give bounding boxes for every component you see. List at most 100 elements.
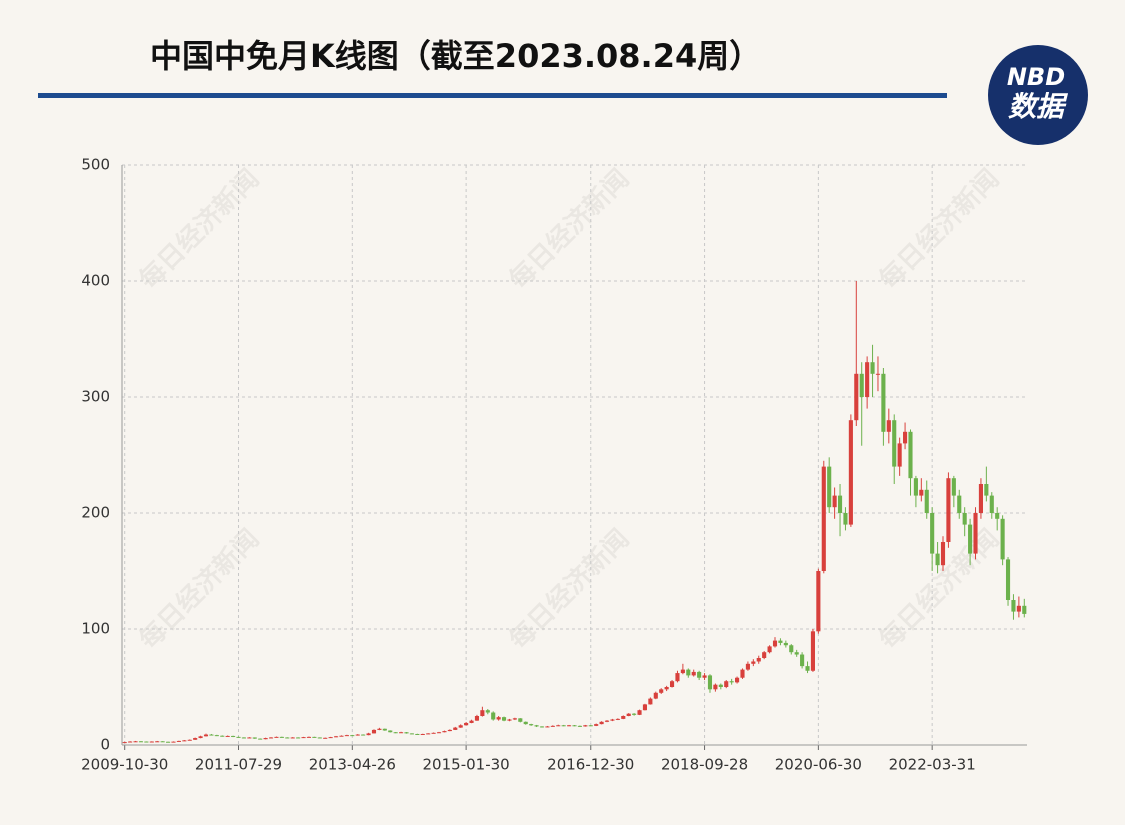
candle-body	[599, 721, 604, 725]
x-tick-label: 2015-01-30	[423, 756, 510, 774]
y-tick-label: 300	[81, 388, 110, 406]
candle-body	[160, 741, 165, 743]
candle-body	[328, 737, 333, 739]
candle-body	[870, 362, 875, 374]
candle-body	[268, 737, 274, 739]
candle-body	[312, 736, 317, 738]
candle-body	[447, 729, 452, 732]
candle-body	[496, 717, 501, 720]
candle-body	[344, 735, 349, 737]
y-tick-label: 500	[81, 156, 110, 174]
logo-top: NBD	[1007, 63, 1065, 91]
candle-body	[263, 738, 268, 740]
candle-body	[388, 730, 393, 733]
candle-body	[393, 732, 398, 734]
candle-body	[691, 671, 696, 676]
candle-body	[182, 740, 187, 742]
candle-body	[707, 675, 713, 690]
candle-body	[621, 716, 626, 719]
candle-body	[637, 710, 642, 715]
candle-body	[962, 513, 967, 525]
candle-body	[751, 661, 756, 664]
candle-body	[989, 495, 994, 513]
candle-body	[1016, 605, 1021, 612]
candle-body	[886, 420, 891, 432]
candle-body	[892, 420, 897, 467]
candle-body	[659, 689, 664, 693]
candle-body	[995, 513, 1000, 519]
candle-body	[875, 373, 881, 375]
candle-body	[138, 741, 144, 743]
candle-body	[783, 642, 788, 646]
candle-body	[756, 658, 761, 662]
candle-body	[903, 431, 908, 444]
candle-body	[664, 687, 669, 690]
candle-body	[594, 724, 599, 726]
candle-body	[913, 478, 918, 496]
candle-body	[285, 737, 290, 739]
candle-body	[518, 718, 523, 722]
candle-body	[794, 652, 799, 655]
candle-body	[480, 710, 485, 716]
candle-body	[171, 741, 176, 743]
candle-body	[767, 646, 772, 653]
candle-body	[827, 466, 832, 508]
x-tick-label: 2009-10-30	[81, 756, 168, 774]
candle-body	[740, 669, 745, 678]
title-rule	[38, 93, 947, 98]
candle-body	[908, 431, 913, 479]
candle-body	[155, 741, 160, 743]
candle-body	[464, 722, 469, 726]
candle-body	[1011, 600, 1016, 612]
candle-body	[399, 732, 404, 734]
candle-body	[436, 732, 442, 734]
x-tick-label: 2013-04-26	[309, 756, 396, 774]
x-tick-label: 2011-07-29	[195, 756, 282, 774]
y-tick-label: 100	[81, 620, 110, 638]
candle-body	[632, 713, 637, 715]
candle-body	[561, 725, 566, 727]
candle-body	[610, 719, 615, 721]
candle-body	[984, 484, 989, 496]
logo-bottom: 数据	[1008, 90, 1069, 123]
candle-body	[1005, 559, 1011, 600]
candle-body	[431, 732, 436, 734]
candle-body	[241, 737, 246, 739]
candle-body	[837, 495, 843, 513]
candle-body	[935, 553, 940, 566]
candle-body	[274, 736, 279, 738]
candle-body	[382, 728, 387, 731]
candle-body	[258, 738, 263, 740]
candle-body	[604, 720, 610, 722]
candle-body	[236, 736, 241, 738]
candle-body	[800, 654, 805, 667]
candle-body	[339, 735, 344, 737]
candle-body	[539, 726, 545, 728]
candle-body	[458, 725, 463, 728]
candle-body	[930, 513, 935, 554]
candle-body	[577, 725, 582, 727]
candle-body	[453, 727, 458, 730]
candle-body	[203, 734, 209, 737]
candle-body	[680, 669, 685, 674]
candle-body	[187, 739, 192, 741]
candle-body	[556, 725, 561, 727]
candle-body	[176, 740, 181, 742]
x-tick-label: 2018-09-28	[661, 756, 748, 774]
candle-body	[653, 692, 658, 699]
candle-body	[529, 724, 534, 726]
candle-body	[588, 725, 593, 727]
candle-body	[296, 737, 301, 739]
candle-body	[442, 731, 447, 733]
candle-body	[648, 698, 653, 705]
candle-body	[865, 362, 870, 397]
candle-body	[615, 718, 620, 720]
candle-body	[626, 713, 631, 716]
candle-body	[371, 729, 377, 734]
candle-body	[469, 720, 474, 723]
y-tick-label: 200	[81, 504, 110, 522]
candle-body	[415, 733, 420, 735]
candle-body	[924, 489, 929, 513]
candle-body	[252, 737, 257, 739]
